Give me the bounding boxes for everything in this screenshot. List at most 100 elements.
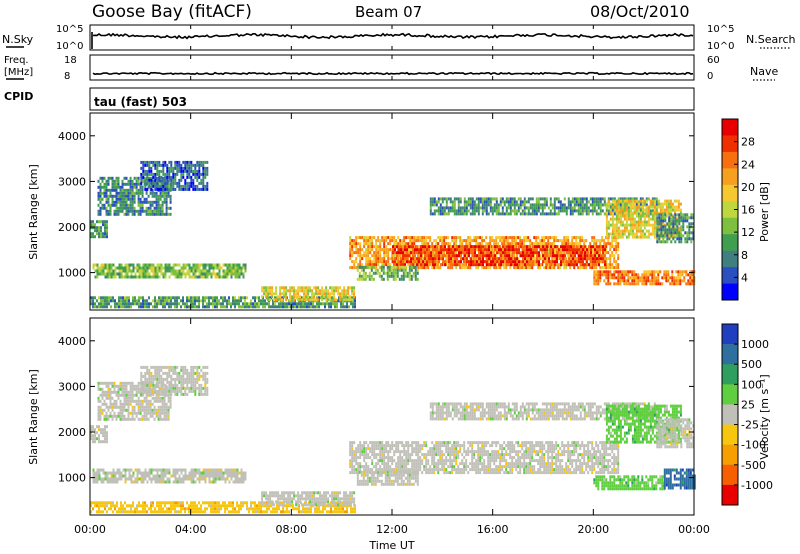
power-region-5 <box>261 286 356 302</box>
nsky-trace <box>92 32 694 40</box>
colorbar-segment <box>722 168 738 186</box>
x-tick-label: 00:00 <box>74 523 106 536</box>
power-region-11 <box>605 199 682 239</box>
colorbar-segment <box>722 424 738 445</box>
y-tick-label: 4000 <box>58 335 86 348</box>
x-tick-label: 16:00 <box>477 523 509 536</box>
power-heatmap <box>90 160 696 309</box>
power-region-10 <box>593 270 696 286</box>
freq-label: Freq. <box>4 55 29 66</box>
date-title: 08/Oct/2010 <box>590 2 690 21</box>
velocity-y-axis: 1000 2000 3000 4000 <box>58 335 694 485</box>
colorbar-tick-label: 24 <box>741 158 755 171</box>
x-tick-label: 20:00 <box>577 523 609 536</box>
y-tick-label: 1000 <box>58 267 86 280</box>
velocity-region-10 <box>605 404 682 444</box>
colorbar-tick-label: -1000 <box>741 479 773 492</box>
colorbar-segment <box>722 250 738 268</box>
power-colorbar: 4 8 12 16 20 24 28 <box>721 118 755 301</box>
colorbar-segment <box>722 384 738 405</box>
velocity-region-11 <box>656 418 695 449</box>
velocity-region-12 <box>663 468 696 490</box>
power-ylabel: Slant Range [km] <box>27 164 40 260</box>
colorbar-frame <box>721 323 739 506</box>
freq-tick-high: 18 <box>64 55 77 66</box>
x-axis-label: Time UT <box>368 539 414 552</box>
colorbar-tick-label: 28 <box>741 136 755 149</box>
y-tick-label: 3000 <box>58 380 86 393</box>
freq-unit-label: [MHz] <box>4 67 33 78</box>
colorbar-segment <box>722 151 738 169</box>
colorbar-tick-label: 12 <box>741 226 755 239</box>
nave-label: Nave <box>750 65 778 78</box>
colorbar-tick-label: -25 <box>741 419 759 432</box>
velocity-region-9 <box>593 475 666 491</box>
velocity-region-5 <box>261 491 356 507</box>
nsearch-tick-low: 10^0 <box>707 41 734 52</box>
colorbar-segment <box>722 217 738 235</box>
power-y-axis: 1000 2000 3000 4000 <box>58 130 694 280</box>
velocity-heatmap <box>90 365 696 514</box>
cpid-label: CPID <box>4 90 33 103</box>
x-tick-label: 00:00 <box>678 523 710 536</box>
y-tick-label: 3000 <box>58 175 86 188</box>
colorbar-segment <box>722 464 738 486</box>
colorbar-tick-label: 20 <box>741 181 755 194</box>
y-tick-label: 2000 <box>58 221 86 234</box>
x-tick-label: 08:00 <box>275 523 307 536</box>
colorbar-segment <box>722 444 738 466</box>
nsky-tick-low: 10^0 <box>56 41 83 52</box>
y-tick-label: 4000 <box>58 130 86 143</box>
power-region-8 <box>356 265 419 281</box>
beam-title: Beam 07 <box>355 3 422 21</box>
colorbar-tick-label: 16 <box>741 204 755 217</box>
cpid-frame <box>89 87 695 111</box>
nsearch-tick-high: 10^5 <box>707 24 734 35</box>
nsearch-label: N.Search <box>746 33 796 46</box>
y-tick-label: 1000 <box>58 472 86 485</box>
velocity-colorbar: 1000 500 100 25 -25 -100 -500 -1000 <box>721 323 773 506</box>
colorbar-tick-label: 1000 <box>741 338 769 351</box>
nave-tick-high: 60 <box>707 55 720 66</box>
power-region-12 <box>656 213 695 244</box>
power-region-7 <box>392 245 606 267</box>
colorbar-tick-label: 4 <box>741 271 748 284</box>
velocity-ylabel: Slant Range [km] <box>27 369 40 465</box>
colorbar-tick-label: -500 <box>741 459 766 472</box>
x-tick-label: 12:00 <box>376 523 408 536</box>
x-tick-label: 04:00 <box>175 523 207 536</box>
colorbar-segment <box>722 404 738 425</box>
colorbar-tick-label: 500 <box>741 358 762 371</box>
time-x-axis: 00:00 04:00 08:00 12:00 16:00 20:00 00:00 <box>74 25 710 536</box>
cpid-value: tau (fast) 503 <box>94 95 187 109</box>
power-colorbar-label: Power [dB] <box>758 182 771 242</box>
colorbar-segment <box>722 234 738 251</box>
colorbar-segment <box>722 267 738 284</box>
freq-trace <box>92 71 694 76</box>
nsky-label: N.Sky <box>2 33 34 46</box>
colorbar-segment <box>722 324 738 345</box>
power-region-3 <box>92 263 247 279</box>
nave-tick-low: 0 <box>707 71 713 82</box>
colorbar-segment <box>722 344 738 365</box>
colorbar-segment <box>722 184 738 202</box>
power-region-4 <box>90 296 356 309</box>
colorbar-tick-label: 100 <box>741 378 762 391</box>
colorbar-segment <box>722 484 738 506</box>
colorbar-segment <box>722 135 738 153</box>
velocity-region-3 <box>92 468 247 484</box>
radar-title: Goose Bay (fitACF) <box>92 2 252 22</box>
colorbar-segment <box>722 201 738 219</box>
colorbar-segment <box>722 283 738 301</box>
velocity-region-2 <box>140 365 209 396</box>
freq-tick-low: 8 <box>64 71 70 82</box>
velocity-region-0 <box>90 425 108 444</box>
colorbar-tick-label: -100 <box>741 439 766 452</box>
velocity-colorbar-label: Velocity [m s⁻¹] <box>758 374 771 459</box>
colorbar-tick-label: 25 <box>741 398 755 411</box>
y-tick-label: 2000 <box>58 426 86 439</box>
velocity-region-7 <box>356 470 419 486</box>
colorbar-segment <box>722 364 738 385</box>
power-region-0 <box>90 220 108 239</box>
